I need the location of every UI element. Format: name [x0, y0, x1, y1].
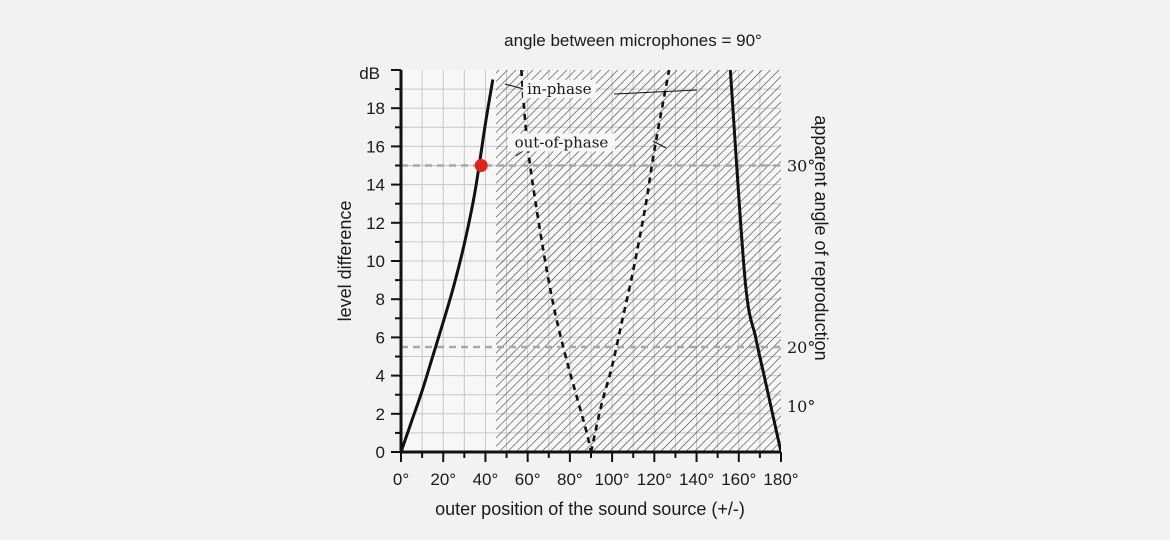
- leader-line: [652, 140, 667, 149]
- hatched-region: [496, 70, 781, 452]
- y-tick-label: 10: [366, 252, 385, 271]
- x-axis-label: outer position of the sound source (+/-): [435, 499, 745, 519]
- annotations: in-phase out-of-phase: [474, 79, 698, 172]
- x-tick-label: 180°: [763, 470, 798, 489]
- y-tick-label: 18: [366, 99, 385, 118]
- annotation-bg: [507, 133, 616, 152]
- y-tick-label: 6: [376, 328, 385, 347]
- y-tick-label: 16: [366, 137, 385, 156]
- x-tick-label: 80°: [557, 470, 583, 489]
- y-axis-label: level difference: [335, 201, 355, 322]
- x-tick-label: 20°: [430, 470, 456, 489]
- y-tick-label: 2: [376, 405, 385, 424]
- chart-title: angle between microphones = 90°: [504, 31, 762, 50]
- x-tick-label: 100°: [595, 470, 630, 489]
- y-tick-label: 12: [366, 214, 385, 233]
- annotation-out-of-phase: out-of-phase: [515, 133, 609, 151]
- y-tick-label: 14: [366, 176, 385, 195]
- leader-line: [613, 89, 698, 95]
- right-angle-label: 10°: [787, 397, 815, 416]
- y-tick-label: 0: [376, 443, 385, 462]
- reference-lines: 30° 20° 10°: [401, 157, 815, 416]
- y-unit-label: dB: [359, 64, 380, 83]
- y-tick-label: 4: [376, 367, 385, 386]
- annotation-bg: [522, 79, 596, 98]
- reference-label: 20°: [787, 338, 815, 357]
- series-out-of-phase-curve: [589, 70, 671, 452]
- x-tick-label: 60°: [515, 470, 541, 489]
- x-tick-label: 120°: [637, 470, 672, 489]
- hatched-area: [496, 70, 781, 452]
- series-in-phase-curve: [728, 70, 781, 452]
- series-in-phase-curve: [401, 79, 495, 452]
- right-axis-label: apparent angle of reproduction: [811, 115, 831, 360]
- annotation-in-phase: in-phase: [527, 80, 591, 98]
- x-tick-label: 160°: [721, 470, 756, 489]
- x-tick-label: 40°: [473, 470, 499, 489]
- y-tick-label: 8: [376, 290, 385, 309]
- x-tick-label: 140°: [679, 470, 714, 489]
- highlight-point: [474, 159, 488, 172]
- reference-label: 30°: [787, 157, 815, 176]
- x-tick-label: 0°: [393, 470, 409, 489]
